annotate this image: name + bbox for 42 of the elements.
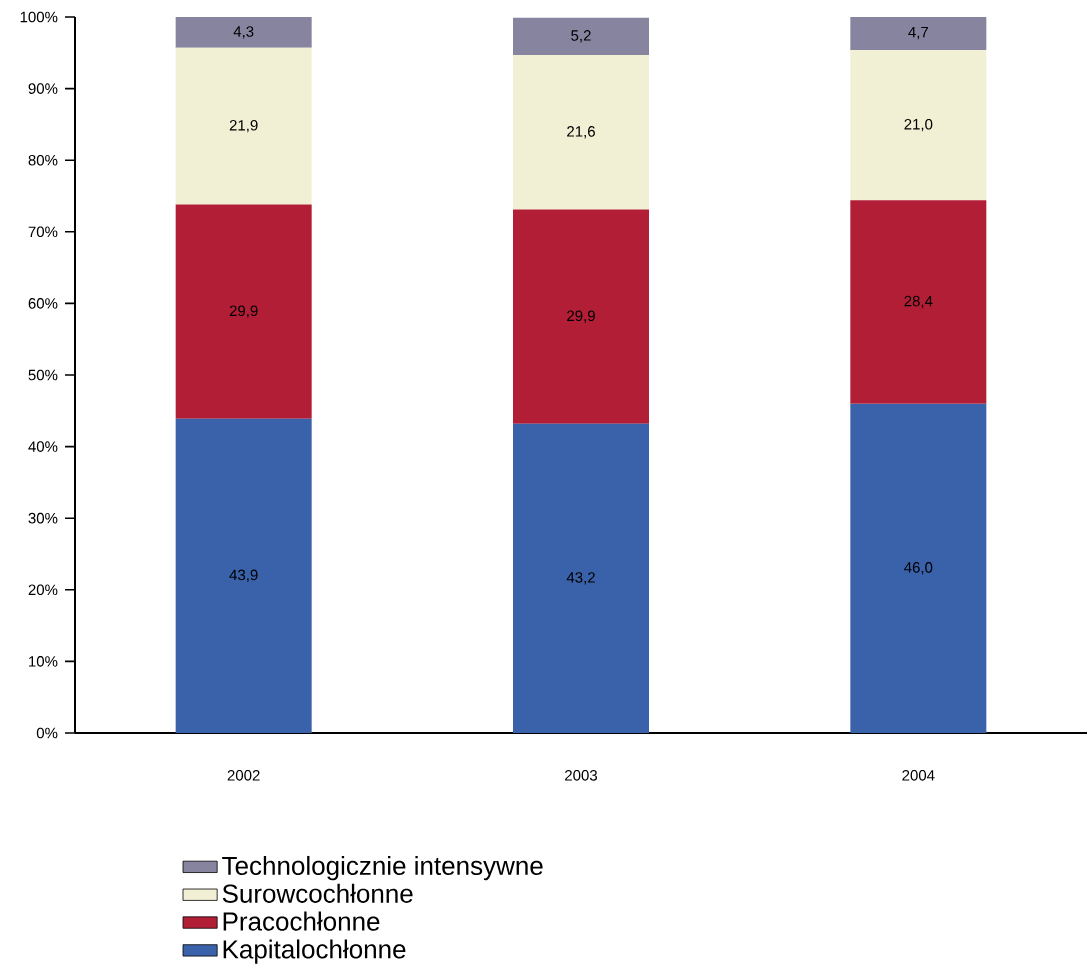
y-tick-label: 0% [36,727,58,739]
y-tick-label: 80% [28,154,58,166]
data-label: 21,0 [904,118,933,132]
data-label: 4,3 [233,26,254,39]
legend-label: Pracochłonne [223,911,380,931]
bar [175,47,312,205]
bar [513,17,649,55]
legend-label: Kapitalochłonne [223,939,406,964]
bar [850,16,987,50]
data-label: 4,7 [908,26,929,40]
data-label: 5,2 [571,30,591,43]
bar [850,49,987,201]
bar [175,204,312,419]
y-tick-label: 40% [28,441,58,452]
y-tick-label: 60% [28,298,58,309]
x-tick-label: 2003 [565,770,598,781]
bar [850,200,987,404]
y-tick-label: 50% [28,369,58,381]
legend-label: Technologicznie intensywne [222,855,543,881]
bar [513,209,649,424]
bar [513,423,649,733]
y-tick-label: 10% [29,656,58,667]
y-tick-label: 20% [28,584,58,596]
data-label: 21,9 [229,119,258,133]
data-label: 29,9 [229,305,258,318]
x-tick-label: 2004 [902,770,935,781]
bar [175,16,312,48]
x-tick-label: 2002 [227,770,260,781]
data-label: 46,0 [904,562,933,575]
data-label: 28,4 [904,295,933,309]
legend-label: Surowcochłonne [222,883,413,903]
y-tick-label: 90% [28,83,58,94]
y-tick-label: 70% [28,226,58,238]
data-label: 43,2 [566,572,595,585]
data-label: 29,9 [567,310,595,323]
y-tick-label: 100% [20,11,58,23]
data-label: 21,6 [567,126,595,139]
bar [175,418,312,733]
y-tick-label: 30% [28,512,58,524]
bar [850,403,987,733]
data-label: 43,9 [229,569,258,583]
bar [513,54,649,210]
